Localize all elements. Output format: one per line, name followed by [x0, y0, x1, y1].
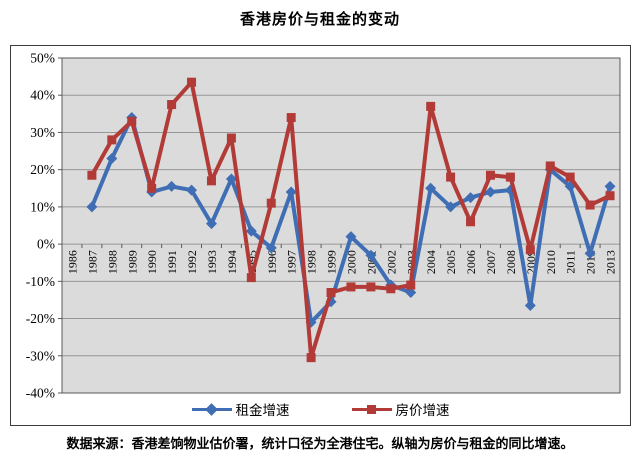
price-series-point [426, 101, 436, 111]
x-axis-label: 1991 [165, 250, 179, 274]
x-axis-label: 2010 [544, 250, 558, 274]
y-axis-label: -40% [26, 386, 55, 401]
rent-series-point [205, 218, 217, 230]
x-axis-label: 2002 [384, 250, 398, 274]
price-series-point [386, 284, 396, 294]
legend-item-rent: 租金增速 [191, 399, 290, 419]
rent-series-point [405, 287, 417, 298]
rent-series-point [106, 153, 118, 164]
legend-item-price: 房价增速 [351, 399, 450, 419]
x-axis-label: 1999 [325, 250, 339, 274]
y-axis-label: -20% [26, 311, 55, 326]
price-series-point [466, 217, 476, 227]
price-series-point [545, 161, 555, 171]
x-axis-label: 2012 [584, 250, 598, 274]
rent-series-point [225, 173, 237, 185]
price-series-square-icon [351, 403, 392, 416]
x-axis-label: 2013 [604, 250, 618, 274]
y-axis-label: 10% [30, 199, 55, 214]
price-series-point [127, 116, 137, 126]
rent-series-point [166, 180, 178, 192]
rent-series-point [285, 186, 297, 198]
y-axis-label: 20% [30, 162, 55, 177]
price-series-point [206, 176, 216, 186]
x-axis-label: 1989 [125, 250, 139, 274]
x-axis-label: 2007 [484, 250, 498, 274]
source-note: 数据来源：香港差饷物业估价署，统计口径为全港住宅。纵轴为房价与租金的同比增速。 [66, 436, 574, 451]
x-axis-label: 2004 [424, 250, 438, 274]
x-axis-label: 1992 [185, 250, 199, 274]
x-axis-label: 1986 [65, 250, 79, 274]
price-series-point [346, 282, 356, 292]
rent-series-point [265, 242, 277, 254]
y-axis-label: 40% [30, 88, 55, 103]
price-series-point [525, 245, 535, 255]
price-series-point [306, 353, 316, 363]
rent-series-point [86, 201, 98, 213]
x-axis-label: 2011 [564, 250, 578, 274]
page-title: 香港房价与租金的变动 [239, 11, 400, 28]
rent-series-point [245, 225, 257, 237]
legend-label-rent: 租金增速 [235, 403, 290, 418]
price-series-point [326, 288, 336, 297]
rent-series-point [425, 182, 437, 194]
price-series-point [565, 172, 575, 182]
x-axis-label: 2005 [444, 250, 458, 274]
rent-series-point [604, 180, 616, 192]
rent-series-point [465, 192, 477, 204]
x-axis-label: 1993 [205, 250, 219, 274]
rent-series-point [484, 186, 496, 198]
price-series-point [585, 200, 595, 210]
price-series-point [246, 273, 256, 283]
price-series-point [485, 170, 495, 180]
x-axis-label: 1990 [145, 250, 159, 274]
x-axis-label: 1988 [105, 250, 119, 274]
y-axis-label: -30% [26, 348, 55, 363]
rent-series-point [365, 249, 377, 261]
price-series-point [167, 100, 177, 110]
y-axis-label: -10% [26, 274, 55, 289]
plot-area [62, 58, 620, 393]
rent-series-point [445, 201, 457, 213]
price-series-point [446, 172, 456, 182]
price-series-point [87, 170, 97, 180]
x-axis-label: 1998 [305, 250, 319, 274]
rent-series-point [524, 300, 536, 312]
price-series-point [366, 282, 376, 292]
price-series-point [266, 198, 276, 208]
price-series-point [406, 280, 416, 290]
y-axis-label: 0% [37, 237, 55, 252]
x-axis-label: 1997 [285, 250, 299, 274]
x-axis-label: 2008 [504, 250, 518, 274]
x-axis-label: 1996 [265, 250, 279, 274]
chart-legend: 租金增速 房价增速 [11, 399, 630, 419]
price-series-point [147, 183, 157, 193]
x-axis-label: 1987 [85, 250, 99, 274]
price-series-point [107, 135, 117, 145]
x-axis-label: 2006 [464, 250, 478, 274]
y-axis-label: 50% [30, 51, 55, 66]
plot-border [61, 57, 621, 394]
chart-svg: 50% 40% 30% 20% 10% 0% -10% -20% -30% -40% 1986 198… [26, 51, 621, 401]
price-series-point [187, 77, 197, 87]
price-series-point [505, 172, 515, 182]
rent-series-point [345, 231, 357, 243]
price-series-point [226, 133, 236, 143]
x-axis-label: 2000 [344, 250, 358, 274]
chart-container: 50% 40% 30% 20% 10% 0% -10% -20% -30% -40% 1986 198… [10, 45, 631, 426]
legend-label-price: 房价增速 [395, 403, 450, 418]
rent-series-point [186, 184, 198, 196]
rent-series-point [584, 247, 596, 259]
x-axis-label: 1994 [225, 250, 239, 274]
y-axis-label: 30% [30, 125, 55, 140]
price-series-point [286, 113, 296, 123]
price-series-point [605, 191, 615, 201]
rent-series-diamond-icon [191, 402, 232, 416]
